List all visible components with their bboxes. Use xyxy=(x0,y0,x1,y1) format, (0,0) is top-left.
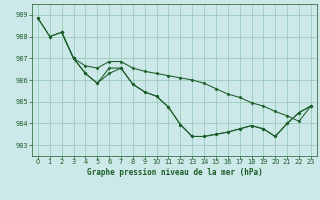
X-axis label: Graphe pression niveau de la mer (hPa): Graphe pression niveau de la mer (hPa) xyxy=(86,168,262,177)
